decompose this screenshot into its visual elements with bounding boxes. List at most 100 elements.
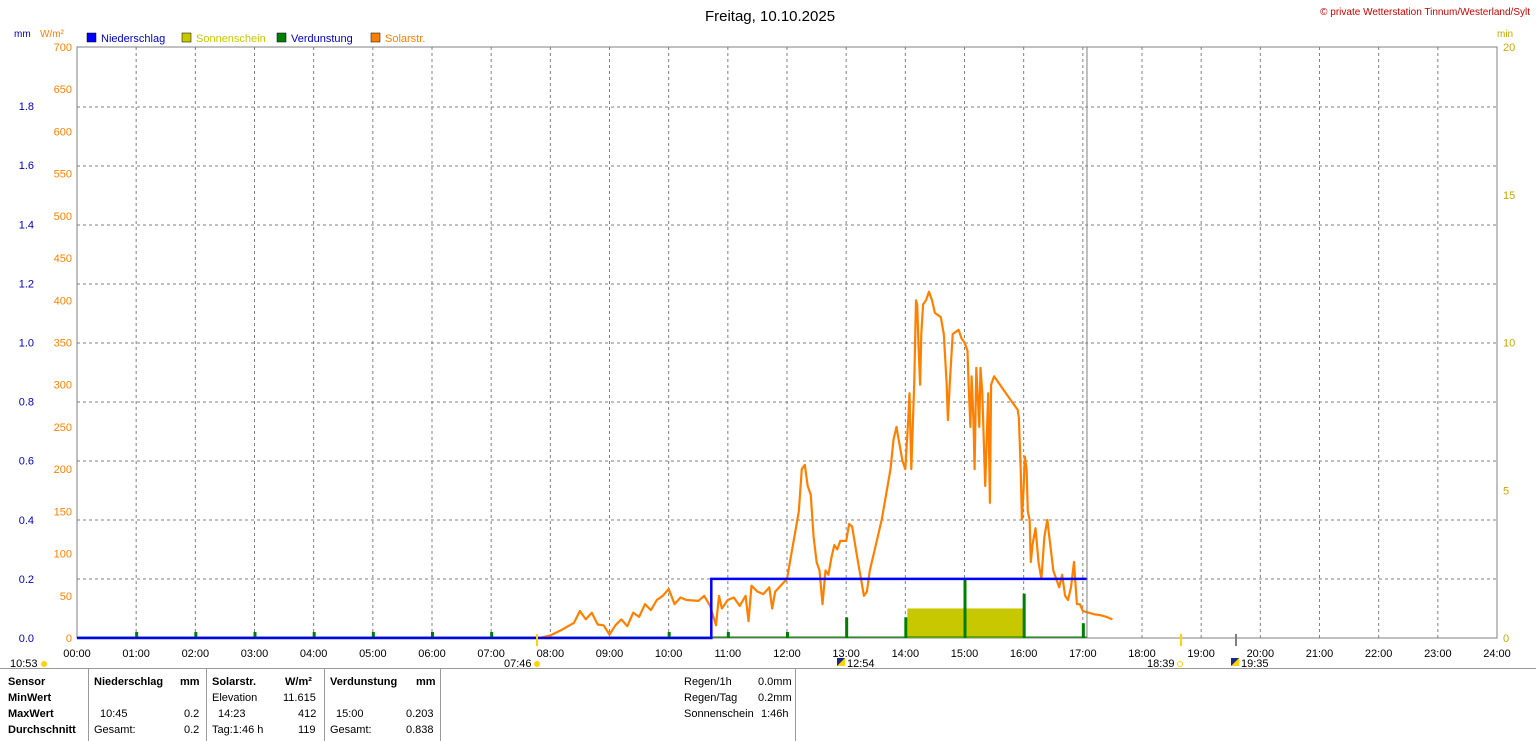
tick-x: 14:00: [892, 648, 920, 660]
tick-wm2: 550: [54, 169, 72, 181]
tick-x: 22:00: [1365, 648, 1393, 660]
tick-x: 03:00: [241, 648, 269, 660]
tick-mm: 1.6: [19, 160, 34, 172]
sunshine-label: Sonnenschein: [684, 708, 754, 720]
sunshine-series: [907, 608, 1024, 638]
legend-swatch-0: [86, 32, 97, 43]
rain-day-label: Regen/Tag: [684, 692, 738, 704]
legend-swatch-2: [276, 32, 287, 43]
axis-left-mm: 0.0 0.2 0.4 0.6 0.8 1.0 1.2 1.4 1.6 1.8: [19, 101, 34, 645]
tick-x: 05:00: [359, 648, 387, 660]
tick-wm2: 150: [54, 506, 72, 518]
rain-total-value: 0.2: [184, 724, 200, 736]
solar-max-time: 14:23: [218, 708, 246, 720]
tick-mm: 0.4: [19, 515, 34, 527]
evaporation-bar: [194, 632, 198, 638]
solar-avg-value: 119: [298, 724, 316, 736]
solar-unit-header: W/m²: [285, 676, 312, 688]
tick-min: 15: [1503, 190, 1515, 202]
tick-wm2: 300: [54, 380, 72, 392]
sunset-icon: [1177, 661, 1183, 667]
solar-series: [538, 290, 1113, 640]
sun-markers: 10:53 07:46 12:54 18:39 19:35: [10, 634, 1269, 668]
tick-wm2: 650: [54, 84, 72, 96]
sunrise-icon: [534, 661, 540, 667]
evap-max-time: 15:00: [336, 708, 364, 720]
sunshine-value: 1:46h: [761, 708, 789, 720]
tick-min: 0: [1503, 633, 1509, 645]
rain-1h-value: 0.0mm: [758, 676, 792, 688]
tick-min: 10: [1503, 338, 1515, 350]
tick-mm: 1.4: [19, 219, 34, 231]
axis-right-min: 0 5 10 15 20: [1503, 42, 1515, 645]
tick-x: 21:00: [1306, 648, 1334, 660]
tick-x: 13:00: [832, 648, 860, 660]
solar-header: Solarstr.: [212, 676, 257, 688]
tick-x: 15:00: [951, 648, 979, 660]
evap-max-value: 0.203: [406, 708, 434, 720]
legend: Niederschlag Sonnenschein Verdunstung Solar…: [86, 32, 425, 45]
tick-x: 18:00: [1128, 648, 1156, 660]
elevation-label: Elevation: [212, 692, 258, 704]
legend-label-2: Verdunstung: [291, 33, 353, 45]
elevation-value: 11.615: [283, 692, 316, 704]
axis-x: 00:00 01:00 02:00 03:00 04:00 05:00 06:00 07:00…: [63, 648, 1511, 660]
rain-header: Niederschlag: [94, 676, 164, 688]
evaporation-bar: [135, 632, 139, 638]
chart-title: Freitag, 10.10.2025: [705, 8, 835, 25]
tick-x: 16:00: [1010, 648, 1038, 660]
evaporation-bar: [786, 632, 789, 638]
evaporation-bar: [371, 632, 375, 638]
evaporation-bar: [253, 632, 257, 638]
legend-label-0: Niederschlag: [101, 33, 165, 45]
moonrise-time: 19:35: [1241, 658, 1269, 668]
evaporation-bar: [963, 578, 967, 638]
rain-line: [77, 577, 1087, 640]
evaporation-bar: [1022, 593, 1026, 638]
tick-x: 07:00: [477, 648, 505, 660]
tick-wm2: 450: [54, 253, 72, 265]
tick-x: 23:00: [1424, 648, 1452, 660]
unit-mm: mm: [14, 29, 31, 40]
evap-total-value: 0.838: [406, 724, 434, 736]
tick-x: 24:00: [1483, 648, 1511, 660]
tick-x: 20:00: [1247, 648, 1275, 660]
solar-max-value: 412: [298, 708, 317, 720]
tick-x: 09:00: [596, 648, 624, 660]
unit-min: min: [1497, 29, 1513, 40]
rain-unit-header: mm: [180, 676, 200, 688]
sunshine-bar: [966, 608, 1024, 638]
stats-table: Sensor MinWert MaxWert Durchschnitt Nied…: [0, 668, 1536, 741]
legend-label-1: Sonnenschein: [196, 33, 266, 45]
legend-swatch-3: [370, 32, 381, 43]
evaporation-bar: [1081, 623, 1085, 638]
tick-x: 06:00: [418, 648, 446, 660]
rain-series: [77, 577, 1087, 640]
evaporation-bar: [667, 632, 671, 638]
tick-wm2: 350: [54, 338, 72, 350]
tick-wm2: 200: [54, 464, 72, 476]
tick-x: 11:00: [714, 648, 741, 660]
min-label: MinWert: [8, 692, 52, 704]
tick-wm2: 100: [54, 549, 72, 561]
evaporation-bar: [312, 632, 316, 638]
rain-total-label: Gesamt:: [94, 724, 136, 736]
tick-mm: 1.8: [19, 101, 34, 113]
tick-x: 02:00: [182, 648, 210, 660]
legend-label-3: Solarstr.: [385, 33, 425, 45]
tick-wm2: 250: [54, 422, 72, 434]
unit-wm2: W/m²: [40, 29, 65, 40]
moon-icon: [41, 661, 47, 667]
tick-x: 19:00: [1187, 648, 1215, 660]
tick-mm: 0.0: [19, 633, 34, 645]
sunshine-bar: [907, 608, 965, 638]
avg-label: Durchschnitt: [8, 724, 76, 736]
sunrise-time: 07:46: [504, 658, 532, 668]
tick-mm: 0.6: [19, 456, 34, 468]
sunset-time: 18:39: [1147, 658, 1175, 668]
tick-mm: 0.2: [19, 574, 34, 586]
evaporation-bar: [845, 617, 849, 638]
tick-wm2: 50: [60, 591, 72, 603]
evaporation-bar: [904, 617, 908, 638]
tick-x: 01:00: [122, 648, 150, 660]
